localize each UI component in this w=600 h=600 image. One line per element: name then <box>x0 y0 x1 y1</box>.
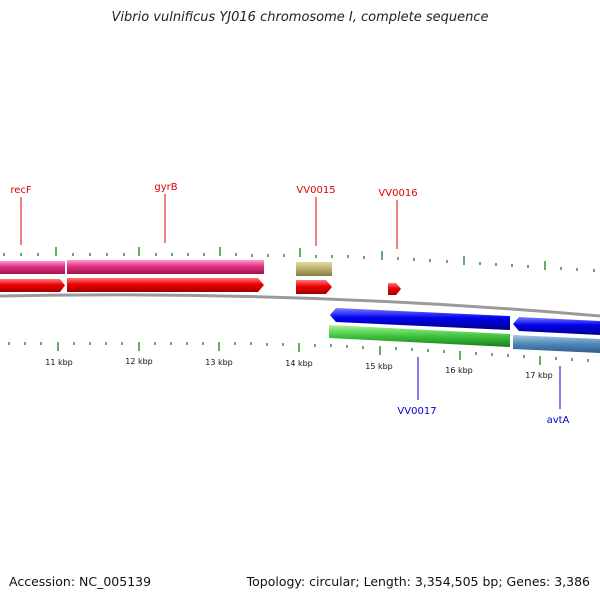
gene-feature-pink <box>67 260 264 274</box>
accession-text: Accession: NC_005139 <box>9 574 152 589</box>
gene-feature-pink <box>0 261 65 274</box>
axis-label: 13 kbp <box>205 358 233 367</box>
gene-label-gyrB: gyrB <box>154 182 177 193</box>
forward-gene-labels: recF gyrB VV0015 VV0016 <box>10 182 418 249</box>
axis-label: 17 kbp <box>525 371 553 380</box>
reverse-genes <box>329 308 600 353</box>
gene-arrow-VV0016 <box>388 283 401 295</box>
summary-text: Topology: circular; Length: 3,354,505 bp… <box>246 574 590 589</box>
axis-label: 16 kbp <box>445 366 473 375</box>
gene-feature-khaki <box>296 262 332 276</box>
gene-arrow-recF <box>0 279 65 292</box>
gene-label-avtA: avtA <box>547 415 570 426</box>
gene-feature-steelblue <box>513 335 600 353</box>
gene-arrow-gyrB <box>67 278 264 292</box>
axis-label: 12 kbp <box>125 357 153 366</box>
upper-tick-row <box>3 247 595 272</box>
axis-label: 15 kbp <box>365 362 393 371</box>
axis-label: 14 kbp <box>285 359 313 368</box>
gene-label-VV0016: VV0016 <box>378 188 417 199</box>
gene-label-VV0017: VV0017 <box>397 406 436 417</box>
gene-label-recF: recF <box>10 185 32 196</box>
gene-feature-green <box>329 325 510 347</box>
gene-label-VV0015: VV0015 <box>296 185 335 196</box>
gene-arrow-VV0015 <box>296 280 332 294</box>
forward-genes <box>0 260 401 295</box>
gene-arrow-VV0017 <box>330 308 510 330</box>
reverse-gene-labels: VV0017 avtA <box>397 357 570 426</box>
axis-labels: 11 kbp 12 kbp 13 kbp 14 kbp 15 kbp 16 kb… <box>45 357 553 380</box>
genome-backbone <box>0 293 600 318</box>
gene-arrow-avtA <box>513 317 600 335</box>
map-title: Vibrio vulnificus YJ016 chromosome I, co… <box>111 10 489 25</box>
axis-label: 11 kbp <box>45 358 73 367</box>
lower-tick-row <box>8 342 589 365</box>
